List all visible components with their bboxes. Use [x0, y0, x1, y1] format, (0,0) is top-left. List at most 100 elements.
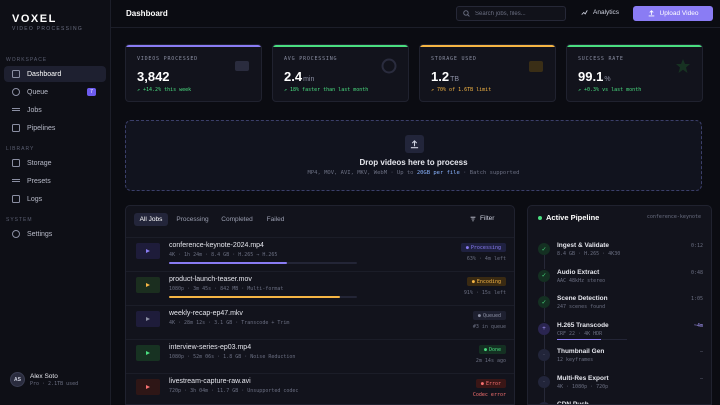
- video-thumbnail[interactable]: [136, 311, 160, 327]
- dropzone-title: Drop videos here to process: [359, 158, 468, 167]
- job-row[interactable]: product-launch-teaser.mov 1080p · 3m 45s …: [126, 271, 514, 305]
- job-row[interactable]: weekly-recap-ep47.mkv 4K · 28m 12s · 3.1 …: [126, 305, 514, 339]
- job-filename: livestream-capture-raw.avi: [169, 378, 251, 385]
- pipeline-connector: [543, 255, 545, 269]
- job-filename: conference-keynote-2024.mp4: [169, 242, 264, 249]
- stat-change: ↗ 18% faster than last month: [284, 87, 369, 93]
- step-time: 0:48: [690, 269, 703, 276]
- pipeline-title: Active Pipeline: [538, 213, 599, 222]
- top-bar: Dashboard Analytics Upload Video: [111, 0, 720, 28]
- sidebar-item-storage[interactable]: Storage: [4, 155, 106, 171]
- tab-failed[interactable]: Failed: [266, 216, 285, 223]
- pipeline-connector: [543, 281, 545, 296]
- step-name: CDN Push: [557, 401, 589, 405]
- pipeline-connector: [543, 308, 545, 322]
- job-progress-bar: [169, 296, 357, 298]
- stat-label: STORAGE USED: [431, 56, 477, 62]
- main-content: Dashboard Analytics Upload Video VIDEOS …: [111, 0, 720, 405]
- job-row[interactable]: livestream-capture-raw.avi 720p · 3h 04m …: [126, 373, 514, 404]
- gear-icon: [12, 230, 20, 238]
- section-label-workspace: WORKSPACE: [6, 57, 48, 63]
- user-plan: Pro · 2.1TB used: [30, 381, 79, 387]
- filter-button[interactable]: Filter: [470, 215, 494, 222]
- pending-dot-icon: ·: [538, 349, 550, 361]
- sidebar-item-jobs[interactable]: Jobs: [4, 102, 106, 118]
- pipeline-step[interactable]: · Thumbnail Gen 12 keyframes —: [528, 346, 711, 372]
- stat-accent-bar: [567, 45, 702, 47]
- stat-accent-bar: [126, 45, 261, 47]
- pending-dot-icon: ·: [538, 402, 550, 404]
- brand-tagline: VIDEO PROCESSING: [12, 26, 84, 32]
- pipeline-connector: [543, 387, 545, 402]
- pipeline-step[interactable]: + H.265 Transcode CRF 22 · 4K HDR ~4m: [528, 320, 711, 346]
- video-thumbnail[interactable]: [136, 243, 160, 259]
- tab-all-jobs[interactable]: All Jobs: [134, 213, 168, 226]
- search-icon: [463, 10, 470, 17]
- step-time: ~4m: [693, 322, 703, 329]
- upload-dropzone[interactable]: Drop videos here to process MP4, MOV, AV…: [125, 120, 702, 191]
- step-name: H.265 Transcode: [557, 321, 609, 329]
- job-progress-bar: [169, 262, 357, 264]
- upload-video-button[interactable]: Upload Video: [633, 6, 713, 21]
- section-label-library: LIBRARY: [6, 146, 35, 152]
- job-status-note: 91% · 15s left: [463, 290, 506, 296]
- stat-change: ↗ +14.2% this week: [137, 87, 192, 93]
- film-icon: [235, 61, 249, 71]
- job-meta: 4K · 28m 12s · 3.1 GB · Transcode + Trim: [169, 320, 290, 326]
- step-detail: 247 scenes found: [557, 304, 606, 310]
- user-profile[interactable]: AS Alex Soto Pro · 2.1TB used: [10, 372, 78, 387]
- pending-dot-icon: ·: [538, 375, 550, 388]
- sidebar-item-presets[interactable]: Presets: [4, 173, 106, 189]
- pipeline-step[interactable]: · CDN Push: [528, 399, 711, 405]
- step-time: —: [699, 349, 703, 355]
- tab-completed[interactable]: Completed: [221, 216, 253, 223]
- search-input[interactable]: [475, 10, 560, 17]
- sidebar-item-pipelines[interactable]: Pipelines: [4, 120, 106, 136]
- step-name: Scene Detection: [557, 295, 608, 302]
- video-thumbnail[interactable]: [136, 345, 160, 361]
- step-time: 0:12: [690, 243, 703, 249]
- sidebar-item-label: Queue: [27, 88, 49, 96]
- step-detail: AAC 48kHz stereo: [557, 277, 606, 284]
- sidebar-item-logs[interactable]: Logs: [4, 191, 106, 207]
- step-detail: 4K · 1080p · 720p: [557, 383, 609, 390]
- avatar: AS: [10, 372, 25, 387]
- sidebar-item-label: Presets: [27, 177, 51, 185]
- sidebar-item-label: Storage: [27, 159, 52, 167]
- video-thumbnail[interactable]: [136, 277, 160, 293]
- sidebar-item-settings[interactable]: Settings: [4, 226, 106, 242]
- live-dot-icon: [538, 215, 542, 220]
- upload-icon: [648, 10, 654, 17]
- video-thumbnail[interactable]: [136, 379, 160, 395]
- job-status-badge: ● Queued: [472, 311, 506, 320]
- job-meta: 720p · 3h 04m · 11.7 GB · Unsupported co…: [169, 388, 299, 394]
- stat-value: 1.2TB: [431, 69, 460, 84]
- check-icon: ✓: [538, 269, 550, 282]
- folder-icon: [529, 61, 543, 72]
- pipeline-step[interactable]: ✓ Scene Detection 247 scenes found 1:05: [528, 293, 711, 319]
- sidebar-item-dashboard[interactable]: Dashboard: [4, 66, 106, 82]
- pipeline-connector: [543, 334, 545, 349]
- analytics-label: Analytics: [593, 9, 620, 16]
- job-row[interactable]: interview-series-ep03.mp4 1080p · 52m 06s…: [126, 339, 514, 373]
- stat-card-videos-processed: VIDEOS PROCESSED 3,842 ↗ +14.2% this wee…: [125, 44, 262, 102]
- tab-processing[interactable]: Processing: [176, 216, 209, 223]
- job-status-badge: ● Error: [475, 379, 506, 388]
- dropzone-limit: 20GB per file: [416, 170, 460, 176]
- pipeline-step[interactable]: ✓ Ingest & Validate 8.4 GB · H.265 · 4K30 0…: [528, 240, 711, 266]
- sidebar-item-label: Logs: [27, 195, 43, 203]
- sidebar-item-queue[interactable]: Queue 7: [4, 84, 106, 100]
- sidebar-item-label: Jobs: [27, 106, 42, 114]
- play-icon: [146, 317, 150, 321]
- page-title: Dashboard: [126, 9, 168, 18]
- job-row[interactable]: conference-keynote-2024.mp4 4K · 1h 24m ·…: [126, 237, 514, 271]
- sidebar: VOXEL VIDEO PROCESSING WORKSPACE Dashboa…: [0, 0, 111, 405]
- check-icon: ✓: [538, 296, 550, 308]
- pipeline-step[interactable]: · Multi-Res Export 4K · 1080p · 720p —: [528, 373, 711, 399]
- timer-icon: [381, 58, 397, 74]
- job-filename: interview-series-ep03.mp4: [169, 344, 252, 351]
- analytics-button[interactable]: Analytics: [581, 9, 619, 16]
- pipeline-step[interactable]: ✓ Audio Extract AAC 48kHz stereo 0:48: [528, 267, 711, 293]
- file-icon: [12, 195, 20, 203]
- search-box[interactable]: [456, 6, 566, 21]
